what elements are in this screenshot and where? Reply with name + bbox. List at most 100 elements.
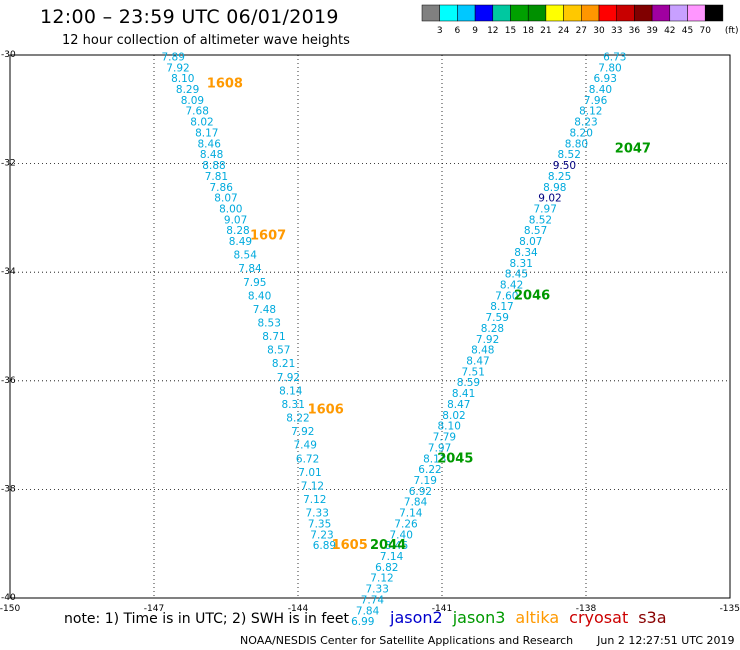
wave-height-value: 8.42 (500, 279, 523, 291)
lon-tick-label: -147 (144, 604, 164, 614)
wave-height-value: 8.10 (171, 73, 194, 85)
wave-height-value: 6.93 (594, 73, 617, 85)
timestamp: Jun 2 12:27:51 UTC 2019 (597, 634, 735, 647)
map-title: 12:00 – 23:59 UTC 06/01/2019 (40, 6, 339, 28)
wave-height-value: 7.84 (404, 497, 428, 509)
wave-height-value: 7.97 (428, 442, 451, 454)
wave-height-value: 7.86 (210, 182, 234, 194)
colorbar-label: 15 (505, 26, 516, 36)
altimeter-tracks: 7.897.928.108.298.097.688.028.178.468.48… (162, 51, 627, 628)
wave-height-value: 8.59 (457, 377, 480, 389)
colorbar-label: 12 (487, 26, 498, 36)
wave-height-value: 7.92 (166, 62, 189, 74)
colorbar-swatch (545, 4, 564, 22)
time-label: 2047 (615, 142, 651, 157)
axis-tick-labels: -150 -147 -144 -141 -138 -135 -30 -32 -34 -36 -38 -… (0, 50, 740, 614)
wave-height-value: 8.52 (558, 149, 581, 161)
wave-height-value: 8.12 (579, 106, 602, 118)
wave-height-value: 8.21 (272, 358, 295, 370)
wave-height-value: 9.50 (553, 160, 576, 172)
wave-height-value: 8.07 (214, 193, 237, 205)
wave-height-value: 8.22 (286, 413, 309, 425)
time-label: 2045 (437, 451, 473, 466)
wave-height-value: 7.84 (238, 263, 262, 275)
wave-height-value: 8.13 (423, 453, 446, 465)
lat-tick-label: -32 (1, 159, 16, 169)
credit-line: NOAA/NESDIS Center for Satellite Applica… (240, 634, 735, 647)
wave-height-value: 7.12 (370, 573, 393, 585)
wave-height-value: 8.31 (282, 399, 305, 411)
grid-lines (10, 55, 730, 598)
wave-height-value: 8.57 (267, 345, 290, 357)
wave-height-value: 8.54 (234, 250, 258, 262)
wave-height-value: 7.96 (584, 95, 608, 107)
wave-height-value: 8.71 (262, 331, 285, 343)
time-label: 1608 (207, 77, 243, 92)
lon-tick-label: -144 (288, 604, 309, 614)
wave-height-value: 7.51 (462, 366, 485, 378)
colorbar-label: 30 (593, 26, 605, 36)
wave-height-value: 8.09 (181, 95, 204, 107)
colorbar-label: 45 (682, 26, 693, 36)
wave-height-value: 6.89 (313, 540, 336, 552)
colorbar-label: 21 (540, 26, 551, 36)
wave-height-value: 8.31 (510, 258, 533, 270)
wave-height-value: 7.40 (390, 529, 413, 541)
wave-height-value: 8.10 (438, 421, 461, 433)
wave-height-value: 8.28 (481, 323, 504, 335)
lat-tick-label: -36 (1, 376, 16, 386)
wave-height-value: 8.23 (574, 117, 597, 129)
colorbar-swatch (687, 4, 706, 22)
satellite-jason3: jason3 (452, 608, 506, 627)
wave-height-value: 8.57 (524, 225, 547, 237)
colorbar-label: 39 (646, 26, 658, 36)
wave-height-value: 6.82 (375, 562, 398, 574)
wave-height-value: 7.92 (476, 334, 499, 346)
colorbar-swatch (563, 4, 582, 22)
wave-height-value: 7.12 (301, 480, 324, 492)
wave-height-value: 8.07 (519, 236, 542, 248)
colorbar-swatch (634, 4, 653, 22)
wave-height-value: 8.53 (258, 318, 281, 330)
wave-height-value: 7.60 (495, 290, 518, 302)
wave-height-value: 7.35 (308, 518, 331, 530)
wave-height-value: 8.40 (248, 290, 271, 302)
colorbar-label: 27 (576, 26, 587, 36)
wave-height-value: 8.48 (200, 149, 223, 161)
map-frame (9, 54, 731, 599)
wave-height-value: 8.34 (514, 247, 538, 259)
wave-height-value: 8.45 (505, 269, 528, 281)
lon-tick-label: -150 (0, 604, 20, 614)
colorbar-swatch (474, 4, 494, 22)
wave-height-value: 8.80 (565, 138, 588, 150)
colorbar-label: 42 (664, 26, 675, 36)
time-label: 1606 (308, 402, 344, 417)
wave-height-value: 7.80 (598, 62, 621, 74)
time-label: 1607 (250, 229, 286, 244)
wave-height-value: 7.92 (277, 372, 300, 384)
wave-height-value: 8.29 (176, 84, 199, 96)
satellite-cryosat: cryosat (569, 608, 629, 627)
wave-height-value: 7.12 (303, 494, 326, 506)
satellite-legend: jason2 jason3 altika cryosat s3a (390, 608, 677, 627)
wave-height-value: 8.17 (195, 127, 218, 139)
wave-height-value: 7.92 (291, 426, 314, 438)
wave-height-value: 7.95 (243, 277, 266, 289)
wave-height-value: 8.17 (490, 301, 513, 313)
colorbar-unit: (ft) (725, 26, 739, 36)
wave-height-value: 6.92 (409, 486, 432, 498)
lon-tick-label: -141 (432, 604, 452, 614)
wave-height-value: 7.33 (306, 508, 329, 520)
colorbar-swatch (527, 4, 547, 22)
wave-height-value: 8.46 (198, 138, 222, 150)
colorbar-swatch (421, 4, 440, 22)
colorbar-label: 36 (629, 26, 641, 36)
colorbar-swatch (598, 4, 617, 22)
wave-height-value: 7.84 (356, 605, 380, 617)
wave-height-value: 7.33 (366, 584, 389, 596)
lat-tick-label: -40 (1, 593, 16, 603)
wave-height-value: 8.98 (543, 182, 566, 194)
wave-height-value: 7.19 (414, 475, 437, 487)
lat-tick-label: -38 (1, 484, 16, 494)
wave-height-value: 8.14 (279, 385, 303, 397)
